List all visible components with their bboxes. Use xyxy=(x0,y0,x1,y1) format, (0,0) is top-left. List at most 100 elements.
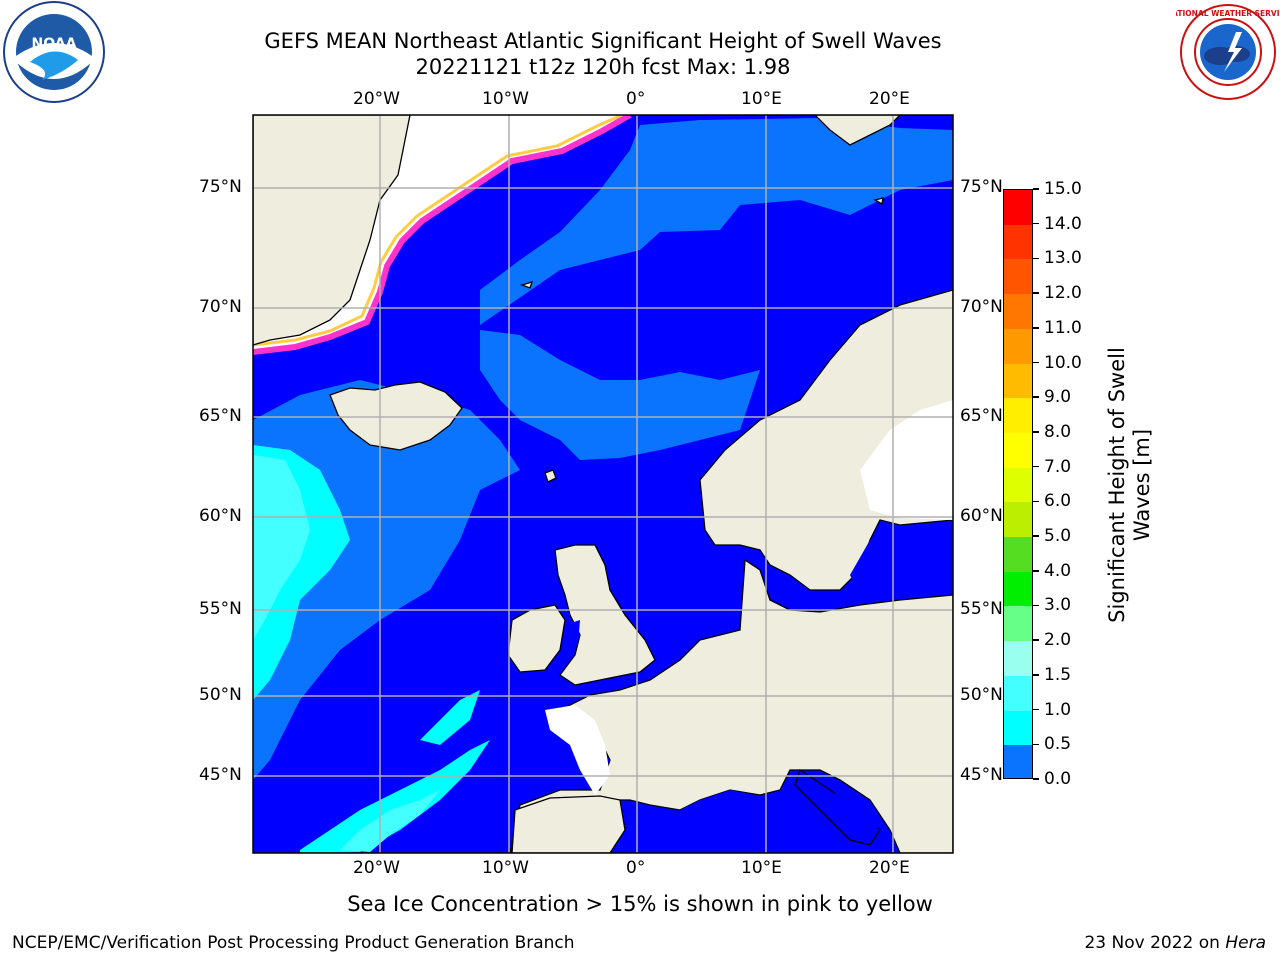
lat-label-right-55n: 55°N xyxy=(960,599,1003,619)
noaa-logo-text: NOAA xyxy=(32,36,77,52)
nws-logo-text: NATIONAL WEATHER SERVICE xyxy=(1176,9,1280,18)
colorbar-segment xyxy=(1004,710,1032,746)
lat-label-right-65n: 65°N xyxy=(960,406,1003,426)
colorbar-tick-mark xyxy=(1033,222,1039,225)
lon-label-bottom-10w: 10°W xyxy=(482,858,529,878)
colorbar-tick-mark xyxy=(1033,535,1039,537)
colorbar-tick-mark xyxy=(1033,639,1039,641)
colorbar-tick-mark xyxy=(1033,465,1039,468)
colorbar-tick-mark xyxy=(1033,431,1039,433)
colorbar-tick-label: 3.0 xyxy=(1044,595,1072,616)
swell-band-cyan xyxy=(253,445,490,853)
colorbar-tick-label: 11.0 xyxy=(1044,317,1082,338)
lon-label-top-0: 0° xyxy=(626,89,646,109)
colorbar-tick-label: 5.0 xyxy=(1044,526,1072,547)
colorbar-segment xyxy=(1004,571,1032,607)
swell-band-light-cyan xyxy=(253,455,440,852)
colorbar-tick-mark xyxy=(1033,500,1039,503)
land-ireland xyxy=(507,604,566,673)
land-bear-island xyxy=(873,197,884,206)
lat-label-right-70n: 70°N xyxy=(960,297,1003,317)
lon-label-top-10w: 10°W xyxy=(482,89,529,109)
colorbar-segment xyxy=(1004,224,1032,260)
colorbar-segment xyxy=(1004,467,1032,503)
footer-date: 23 Nov 2022 on Hera xyxy=(1084,932,1266,954)
colorbar-tick-label: 9.0 xyxy=(1044,387,1072,408)
colorbar-tick-label: 0.0 xyxy=(1044,769,1072,789)
colorbar-tick-label: 15.0 xyxy=(1044,179,1082,199)
land-great-britain xyxy=(554,544,656,686)
colorbar-segment xyxy=(1004,363,1032,399)
colorbar-segment xyxy=(1004,432,1032,468)
sea-bay-of-biscay-gap xyxy=(545,705,610,795)
lat-label-left-45n: 45°N xyxy=(199,765,242,785)
colorbar-tick-label: 4.0 xyxy=(1044,560,1072,581)
colorbar-label: Significant Height of Swell Waves [m] xyxy=(1105,347,1154,623)
colorbar-segment xyxy=(1004,745,1032,778)
colorbar-segment xyxy=(1004,398,1032,433)
sea-ice-edge-inner xyxy=(253,115,623,347)
colorbar-tick-label: 1.0 xyxy=(1044,699,1072,720)
colorbar-tick-mark xyxy=(1033,604,1039,607)
colorbar-tick-label: 8.0 xyxy=(1044,421,1072,442)
colorbar-tick-label: 13.0 xyxy=(1044,248,1082,269)
lat-label-left-50n: 50°N xyxy=(199,685,242,705)
colorbar-tick-label: 0.5 xyxy=(1044,734,1072,755)
sea-baltic xyxy=(850,528,953,600)
colorbar-segment xyxy=(1004,294,1032,329)
colorbar-segment xyxy=(1004,537,1032,572)
lon-label-top-20w: 20°W xyxy=(353,89,400,109)
lon-label-top-20e: 20°E xyxy=(869,89,910,109)
colorbar-tick-label: 14.0 xyxy=(1044,213,1082,234)
colorbar-tick-mark xyxy=(1033,778,1039,780)
lon-label-bottom-10e: 10°E xyxy=(741,858,782,878)
lat-label-right-60n: 60°N xyxy=(960,506,1003,526)
map-frame xyxy=(252,114,954,854)
land-svalbard xyxy=(814,115,901,146)
footer-host: Hera xyxy=(1225,933,1266,953)
colorbar xyxy=(1003,189,1033,779)
colorbar-tick-label: 6.0 xyxy=(1044,491,1072,512)
title-line-1: GEFS MEAN Northeast Atlantic Significant… xyxy=(264,29,942,53)
colorbar-tick-mark xyxy=(1033,188,1039,190)
colorbar-segment xyxy=(1004,328,1032,364)
colorbar-segment xyxy=(1004,606,1032,642)
colorbar-tick-mark xyxy=(1033,396,1039,398)
sea-gulf-bothnia xyxy=(860,400,953,520)
sea-ice-edge xyxy=(253,115,632,355)
colorbar-tick-mark xyxy=(1033,674,1039,676)
colorbar-tick-mark xyxy=(1033,257,1039,260)
lat-label-left-55n: 55°N xyxy=(199,599,242,619)
colorbar-segment xyxy=(1004,259,1032,295)
colorbar-tick-label: 2.0 xyxy=(1044,630,1072,651)
sea-irish-sea xyxy=(565,620,580,650)
lat-label-right-50n: 50°N xyxy=(960,685,1003,705)
colorbar-segment xyxy=(1004,675,1032,711)
colorbar-segment xyxy=(1004,190,1032,225)
colorbar-segment xyxy=(1004,502,1032,538)
colorbar-tick-label: 12.0 xyxy=(1044,283,1082,304)
colorbar-tick-mark xyxy=(1033,327,1039,329)
colorbar-tick-mark xyxy=(1033,570,1039,572)
colorbar-tick-mark xyxy=(1033,292,1039,294)
lat-label-right-75n: 75°N xyxy=(960,177,1003,197)
colorbar-tick-label: 1.5 xyxy=(1044,664,1072,685)
colorbar-tick-label: 10.0 xyxy=(1044,352,1082,373)
footer-date-text: 23 Nov 2022 on xyxy=(1084,933,1226,953)
lon-label-bottom-20w: 20°W xyxy=(353,858,400,878)
swell-band-medium-blue xyxy=(253,118,953,780)
land-greenland xyxy=(253,115,411,346)
colorbar-segment xyxy=(1004,641,1032,676)
land-iberia xyxy=(511,795,626,853)
noaa-logo: NOAA xyxy=(3,1,105,103)
nws-logo: NATIONAL WEATHER SERVICE xyxy=(1176,4,1280,100)
lon-label-bottom-0: 0° xyxy=(626,858,646,878)
lat-label-left-65n: 65°N xyxy=(199,406,242,426)
land-faroe xyxy=(544,469,557,483)
sea-mediterranean xyxy=(680,790,790,853)
colorbar-tick-mark xyxy=(1033,708,1039,711)
lon-label-top-10e: 10°E xyxy=(741,89,782,109)
lat-label-left-75n: 75°N xyxy=(199,177,242,197)
colorbar-tick-mark xyxy=(1033,361,1039,364)
